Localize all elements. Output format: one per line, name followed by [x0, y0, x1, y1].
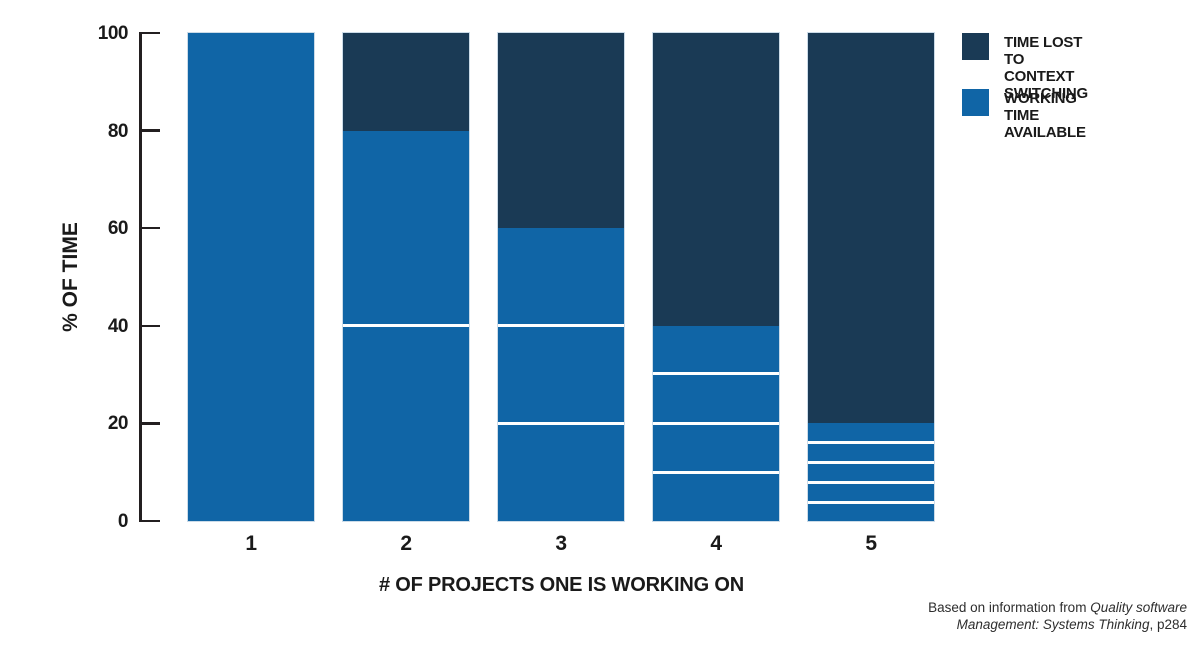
bar-projects-1 [188, 33, 314, 521]
attribution-line-2: Management: Systems Thinking, p284 [956, 617, 1187, 632]
working-subsegment [343, 130, 469, 325]
attribution-note: Based on information from Quality softwa… [928, 599, 1187, 633]
y-tick-label-80: 80 [107, 120, 129, 142]
legend-swatch [962, 33, 989, 60]
working-subsegment [808, 483, 934, 501]
y-tick-60 [139, 226, 160, 230]
x-category-label-4: 4 [710, 532, 722, 555]
y-tick-40 [139, 324, 160, 328]
working-subsegment [808, 443, 934, 461]
working-subsegment [653, 375, 779, 422]
y-axis-line [139, 33, 142, 522]
legend-swatch [962, 89, 989, 116]
y-tick-label-100: 100 [97, 23, 129, 44]
working-subsegment [343, 327, 469, 521]
bar-projects-2 [343, 33, 469, 521]
legend-label: WORKING TIME AVAILABLE [1004, 90, 1086, 141]
y-tick-label-60: 60 [107, 218, 129, 240]
y-axis-title: % OF TIME [59, 222, 82, 332]
working-subsegment [808, 463, 934, 481]
y-tick-100 [139, 31, 160, 35]
book-title-part-2: Management: Systems Thinking [956, 617, 1150, 632]
y-tick-80 [139, 129, 160, 132]
x-category-label-1: 1 [245, 532, 257, 555]
y-tick-0 [139, 519, 160, 523]
working-subsegment [808, 423, 934, 441]
segment-time-lost [498, 33, 624, 229]
x-axis-title: # OF PROJECTS ONE IS WORKING ON [379, 574, 744, 596]
working-subsegment [498, 228, 624, 324]
working-subsegment [653, 424, 779, 472]
segment-time-lost [808, 33, 934, 424]
segment-time-lost [653, 33, 779, 326]
attribution-line-1: Based on information from Quality softwa… [928, 600, 1187, 615]
segment-working-time [653, 325, 779, 521]
segment-working-time [498, 228, 624, 521]
y-tick-label-40: 40 [107, 315, 129, 337]
x-category-label-3: 3 [555, 532, 567, 555]
segment-working-time [808, 423, 934, 522]
segment-working-time [343, 130, 469, 521]
legend-label: TIME LOST TO CONTEXT SWITCHING [1004, 34, 1089, 102]
x-category-label-5: 5 [865, 532, 877, 555]
x-category-label-2: 2 [400, 532, 412, 555]
working-subsegment [498, 326, 624, 423]
y-tick-20 [139, 422, 160, 425]
bar-projects-3 [498, 33, 624, 521]
working-subsegment [653, 474, 779, 521]
segment-working-time [188, 33, 314, 521]
bar-projects-5 [808, 33, 934, 522]
segment-time-lost [343, 33, 469, 131]
y-tick-label-0: 0 [117, 511, 129, 532]
y-tick-label-20: 20 [107, 413, 129, 435]
book-title-part-1: Quality software [1090, 600, 1187, 615]
legend-item-working-time: WORKING TIME AVAILABLE [962, 89, 1086, 141]
legend-item-time-lost: TIME LOST TO CONTEXT SWITCHING [962, 33, 1088, 102]
working-subsegment [808, 503, 934, 522]
bar-projects-4 [653, 33, 779, 521]
working-subsegment [498, 425, 624, 521]
working-subsegment [653, 325, 779, 373]
working-subsegment [188, 33, 314, 521]
